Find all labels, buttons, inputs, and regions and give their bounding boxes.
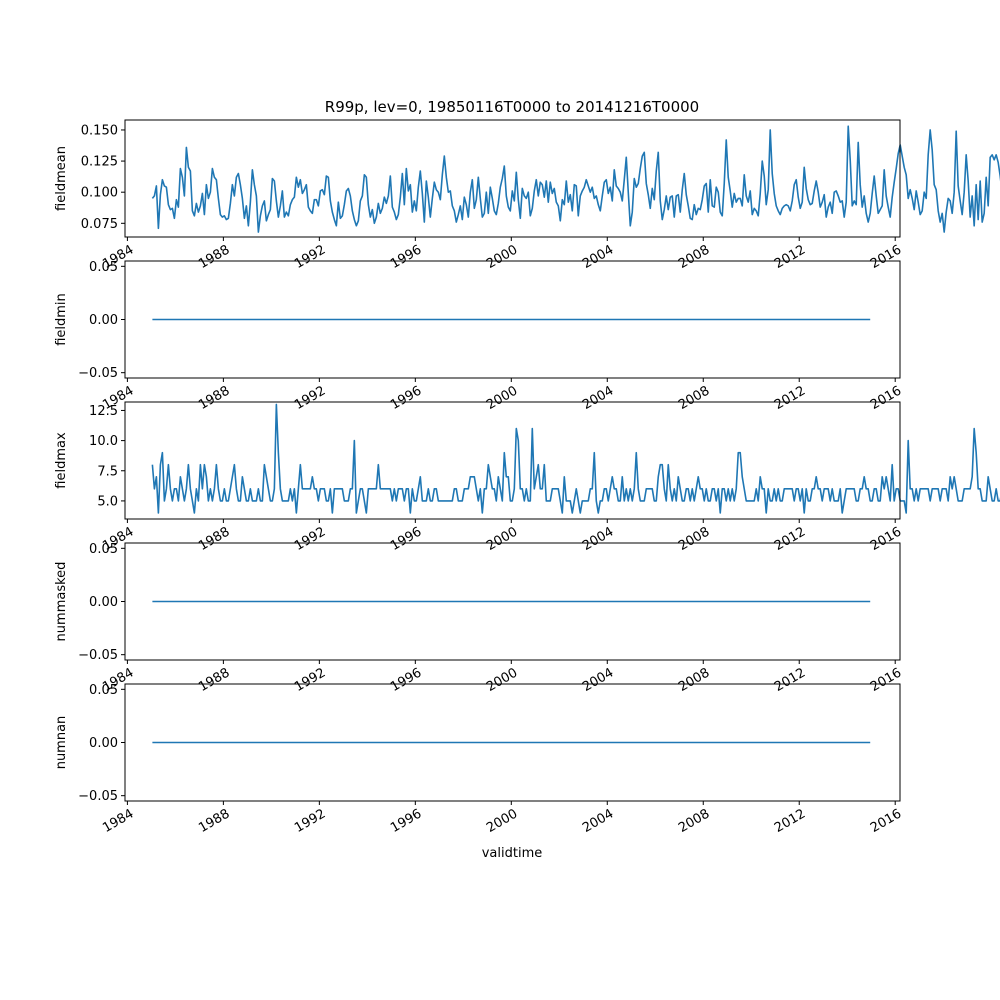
- y-tick-label: −0.05: [78, 648, 118, 663]
- axes-frame: [124, 119, 901, 238]
- y-tick-label: 0.100: [81, 186, 118, 201]
- y-axis-label: fieldmin: [54, 293, 69, 346]
- y-axis-label: numnan: [54, 716, 69, 770]
- y-tick-label: 0.075: [81, 217, 118, 232]
- chart-title: R99p, lev=0, 19850116T0000 to 20141216T0…: [325, 98, 699, 116]
- y-tick-label: 12.5: [89, 404, 118, 419]
- y-tick-label: −0.05: [78, 789, 118, 804]
- series-line-fieldmax: [151, 403, 1000, 514]
- y-tick-label: 7.5: [97, 464, 118, 479]
- y-tick-label: 0.05: [89, 542, 118, 557]
- y-tick-label: 0.00: [89, 736, 118, 751]
- y-tick-label: 0.05: [89, 260, 118, 275]
- y-axis-label: fieldmax: [54, 432, 69, 489]
- y-tick-label: 0.125: [81, 155, 118, 170]
- y-axis-label: fieldmean: [54, 146, 69, 211]
- x-axis-label: validtime: [482, 846, 543, 861]
- y-tick-label: −0.05: [78, 366, 118, 381]
- y-tick-label: 0.150: [81, 123, 118, 138]
- y-tick-label: 10.0: [89, 434, 118, 449]
- axes-frame: [124, 683, 901, 802]
- y-tick-label: 0.05: [89, 683, 118, 698]
- axes-frame: [124, 260, 901, 379]
- axes-frame: [124, 542, 901, 661]
- y-tick-label: 0.00: [89, 595, 118, 610]
- y-axis-label: nummasked: [54, 562, 69, 642]
- y-tick-label: 0.00: [89, 313, 118, 328]
- series-line-fieldmean: [151, 125, 1000, 233]
- y-tick-label: 5.0: [97, 494, 118, 509]
- axes-frame: [124, 401, 901, 520]
